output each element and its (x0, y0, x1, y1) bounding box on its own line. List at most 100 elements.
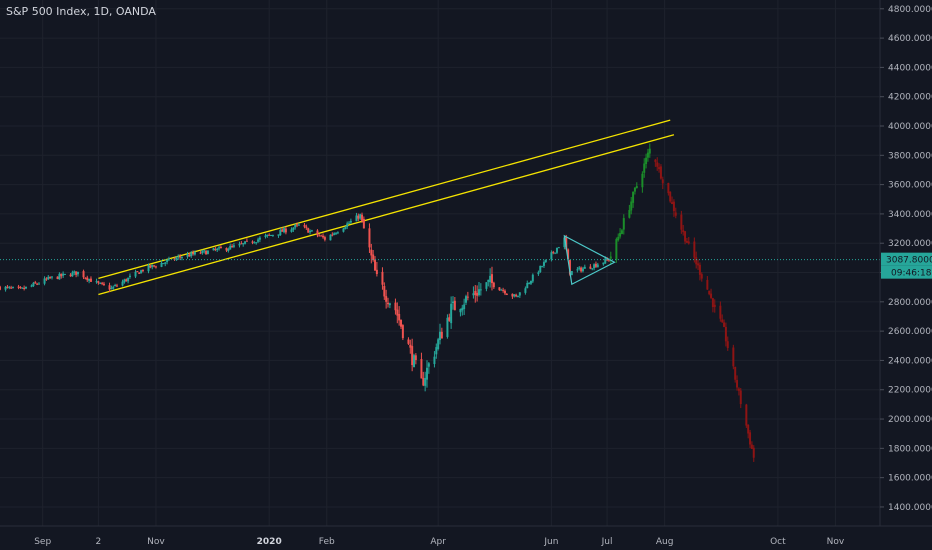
candle (188, 254, 191, 257)
candle (589, 266, 592, 269)
candle (242, 243, 245, 245)
candle (99, 282, 102, 284)
candle (153, 265, 156, 267)
triangle-shape[interactable] (563, 234, 616, 286)
candle (555, 247, 558, 253)
channel-lines[interactable] (98, 119, 675, 296)
candle (24, 286, 27, 289)
projection-candle (732, 347, 735, 367)
candle (190, 252, 193, 257)
candle (422, 377, 425, 386)
candle (253, 242, 256, 244)
candle (437, 339, 440, 350)
candle (82, 271, 85, 278)
candles (0, 212, 610, 392)
y-tick-label: 3200.0000 (888, 239, 932, 249)
candle (323, 237, 326, 240)
candle (238, 243, 241, 246)
candle (477, 289, 480, 296)
candle (216, 248, 219, 251)
candle (212, 248, 215, 251)
projection-candle (693, 241, 696, 258)
candle (305, 226, 308, 228)
candle (281, 229, 284, 232)
candle (453, 300, 456, 311)
candle (101, 282, 104, 284)
channel-upper-line[interactable] (98, 119, 671, 280)
x-tick-label: Sep (34, 537, 51, 547)
candle (89, 278, 92, 282)
candle (503, 290, 506, 294)
candle (374, 259, 377, 271)
candle (283, 228, 286, 233)
chart-title: S&P 500 Index, 1D, OANDA (6, 5, 156, 18)
candle (513, 294, 516, 297)
candle (487, 279, 490, 282)
y-tick-label: 2400.0000 (888, 356, 932, 366)
grid-lines (0, 0, 880, 526)
price-axis[interactable]: 4800.0000 4600.0000 4400.0000 4200.0000 4000… (880, 5, 932, 513)
candle (225, 248, 228, 251)
projection-candle (750, 444, 753, 449)
projection-candle (726, 341, 729, 348)
projection-candle (643, 163, 646, 173)
candle (570, 271, 573, 276)
candle (388, 303, 391, 306)
candle (307, 228, 310, 233)
candle (34, 282, 37, 284)
candle (173, 258, 176, 260)
channel-lower-line[interactable] (98, 134, 675, 296)
candle (515, 294, 518, 297)
candle (427, 363, 430, 367)
candle (292, 227, 295, 230)
candle (264, 235, 267, 237)
candle (121, 281, 124, 286)
candle (271, 235, 274, 237)
candle (71, 272, 74, 277)
candle (179, 256, 182, 258)
candle (502, 289, 505, 291)
y-tick-label: 1400.0000 (888, 503, 932, 513)
candle (219, 246, 222, 249)
candle (203, 250, 206, 252)
time-axis[interactable]: Sep 2 Nov 2020 Feb Apr Jun Jul Aug Oct Nov (34, 537, 845, 547)
candle (112, 286, 115, 289)
triangle-pattern[interactable] (563, 234, 616, 286)
candle (492, 282, 495, 288)
candle (32, 282, 35, 287)
candle (127, 277, 130, 282)
candle (95, 281, 98, 283)
projection-candle (721, 319, 724, 323)
candle (394, 302, 397, 311)
candle (329, 234, 332, 241)
x-tick-label: Feb (319, 537, 335, 547)
candle (550, 252, 553, 260)
candle (537, 272, 540, 275)
projection-candle (713, 304, 716, 307)
candle (141, 269, 144, 272)
candle (463, 304, 466, 309)
candle (539, 265, 542, 272)
candle (580, 267, 583, 272)
candle (439, 331, 441, 341)
projection-candle (646, 152, 649, 158)
candle (244, 241, 247, 244)
candle (114, 285, 117, 287)
projection-candle (724, 326, 727, 342)
projection-candle (737, 388, 740, 391)
projection-candle (672, 201, 675, 212)
candle (102, 283, 105, 285)
y-tick-label: 2600.0000 (888, 327, 932, 337)
projection-candle (706, 279, 709, 290)
price-tag-bg (881, 252, 932, 266)
candle (346, 223, 349, 228)
candle (424, 377, 427, 386)
candle (472, 293, 475, 296)
x-tick-label: Nov (827, 537, 845, 547)
candle (149, 265, 152, 268)
candle (62, 273, 65, 276)
candle (602, 262, 605, 265)
candle (396, 309, 399, 316)
candle (401, 325, 404, 339)
